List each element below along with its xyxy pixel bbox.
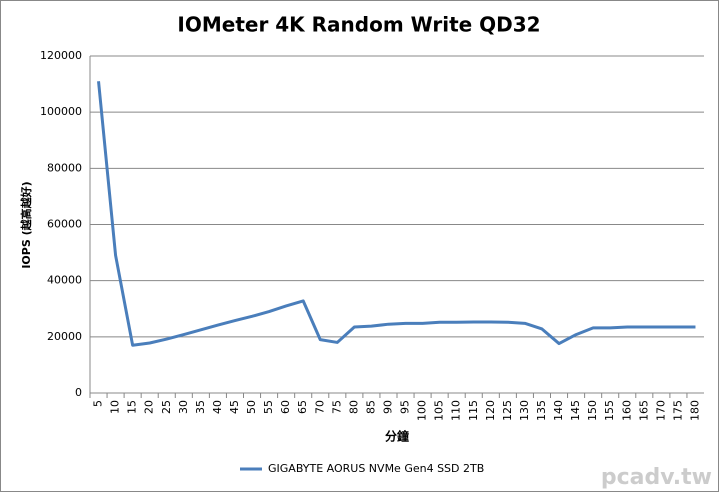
x-tick-label: 105 xyxy=(433,400,446,421)
x-tick-label: 70 xyxy=(313,400,326,414)
x-tick-label: 170 xyxy=(654,400,667,421)
x-tick-label: 140 xyxy=(552,400,565,421)
x-tick-label: 80 xyxy=(347,400,360,414)
x-tick-label: 85 xyxy=(364,400,377,414)
x-tick-label: 45 xyxy=(228,400,241,414)
x-tick-label: 160 xyxy=(620,400,633,421)
y-tick-label: 0 xyxy=(75,386,82,399)
x-tick-label: 10 xyxy=(109,400,122,414)
y-tick-label: 40000 xyxy=(47,274,82,287)
x-tick-label: 135 xyxy=(535,400,548,421)
watermark: pcadv.tw xyxy=(601,465,712,490)
x-tick-label: 100 xyxy=(416,400,429,421)
line-series xyxy=(97,81,696,347)
y-tick-label: 60000 xyxy=(47,218,82,231)
x-tick-label: 145 xyxy=(569,400,582,421)
legend-label: GIGABYTE AORUS NVMe Gen4 SSD 2TB xyxy=(268,462,484,475)
x-tick-label: 30 xyxy=(177,400,190,414)
x-tick-label: 35 xyxy=(194,400,207,414)
chart-title: IOMeter 4K Random Write QD32 xyxy=(177,13,540,37)
x-tick-label: 55 xyxy=(262,400,275,414)
x-tick-label: 125 xyxy=(501,400,514,421)
x-tick-label: 155 xyxy=(603,400,616,421)
x-tick-label: 15 xyxy=(126,400,139,414)
x-tick-label: 40 xyxy=(211,400,224,414)
x-tick-label: 110 xyxy=(450,400,463,421)
x-tick-label: 130 xyxy=(518,400,531,421)
x-tick-label: 175 xyxy=(671,400,684,421)
x-tick-label: 90 xyxy=(381,400,394,414)
x-tick-label: 115 xyxy=(467,400,480,421)
y-tick-label: 120000 xyxy=(40,49,82,62)
x-tick-label: 50 xyxy=(245,400,258,414)
x-tick-label: 60 xyxy=(279,400,292,414)
x-tick-label: 120 xyxy=(484,400,497,421)
y-tick-label: 80000 xyxy=(47,161,82,174)
x-tick-label: 95 xyxy=(399,400,412,414)
x-axis-label: 分鐘 xyxy=(385,429,409,444)
y-axis-label: IOPS (越高越好) xyxy=(19,181,33,268)
x-tick-label: 150 xyxy=(586,400,599,421)
x-tick-label: 65 xyxy=(296,400,309,414)
x-tick-label: 25 xyxy=(160,400,173,414)
x-tick-label: 5 xyxy=(92,400,105,407)
x-tick-label: 180 xyxy=(688,400,701,421)
x-tick-label: 75 xyxy=(330,400,343,414)
x-tick-label: 20 xyxy=(143,400,156,414)
y-tick-label: 100000 xyxy=(40,105,82,118)
y-tick-label: 20000 xyxy=(47,330,82,343)
x-tick-label: 165 xyxy=(637,400,650,421)
